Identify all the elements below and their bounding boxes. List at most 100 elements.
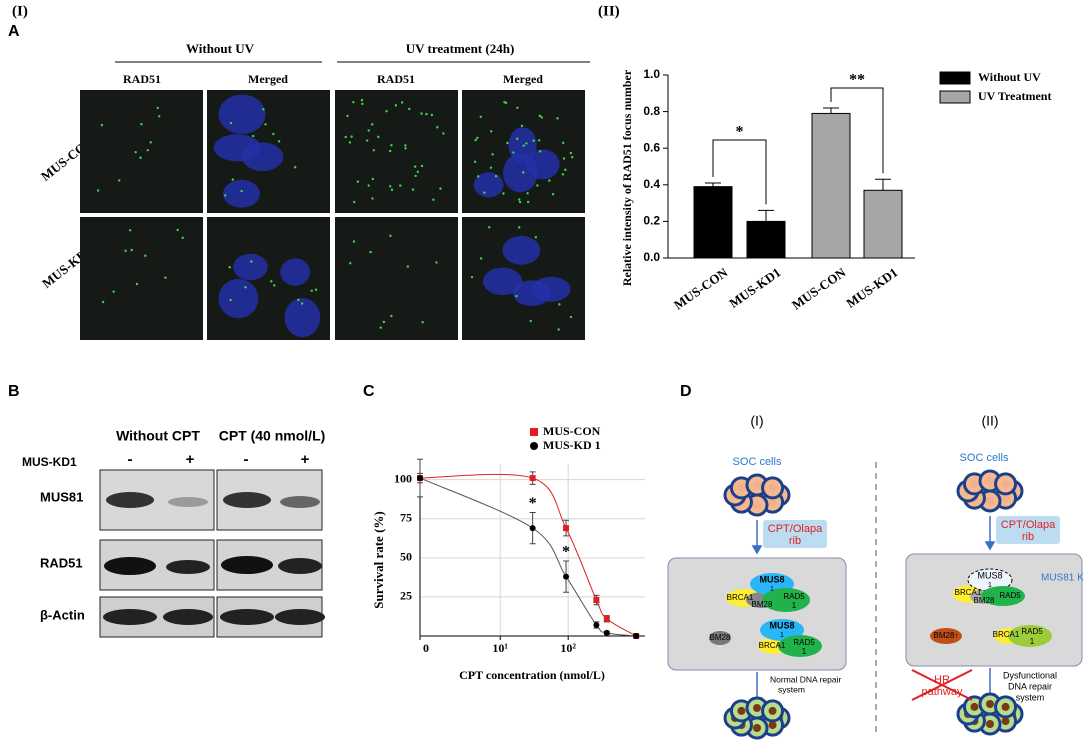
- focus: [518, 226, 521, 229]
- cells-label: SOC cells: [733, 456, 782, 468]
- focus: [526, 200, 530, 204]
- focus: [112, 290, 115, 293]
- focus: [176, 228, 179, 232]
- panel-letter: D: [680, 383, 692, 400]
- bar: [811, 112, 851, 259]
- focus: [562, 157, 566, 160]
- focus: [534, 236, 538, 239]
- micrograph: [335, 217, 458, 340]
- nucleus: [986, 700, 994, 708]
- outcome-label: DNA repair: [1008, 681, 1052, 691]
- point: [529, 525, 536, 532]
- protein-label: β-Actin: [40, 607, 85, 622]
- nucleus: [1001, 702, 1010, 711]
- focus: [506, 141, 509, 145]
- nucleus: [223, 179, 260, 208]
- column-label: RAD51: [377, 72, 415, 86]
- focus: [489, 166, 493, 169]
- bar: [746, 220, 786, 259]
- condition-label: CPT (40 nmol/L): [219, 428, 326, 444]
- error-bar: [823, 107, 839, 114]
- focus: [569, 315, 573, 319]
- focus: [344, 135, 347, 139]
- focus: [479, 257, 483, 260]
- focus: [442, 132, 445, 135]
- protein: BM28: [710, 633, 731, 642]
- protein: RAD5: [1021, 627, 1043, 636]
- focus: [231, 178, 235, 181]
- panel-letter: C: [363, 383, 375, 400]
- lane-label: +: [186, 451, 195, 468]
- focus: [538, 150, 542, 153]
- focus: [146, 148, 149, 152]
- focus: [389, 234, 392, 238]
- focus: [164, 276, 167, 279]
- focus: [135, 282, 139, 286]
- legend-swatch: [939, 90, 971, 104]
- focus: [372, 149, 375, 152]
- focus: [349, 262, 352, 265]
- focus: [270, 280, 273, 283]
- focus: [388, 149, 392, 153]
- focus: [400, 101, 404, 104]
- focus: [483, 191, 486, 194]
- focus: [491, 153, 494, 156]
- drug-box: [996, 516, 1060, 544]
- focus: [430, 113, 434, 117]
- panel-d: D (I) (II) SOC cells SOC cells CPT/Olapa…: [667, 383, 1084, 740]
- group-label: Without UV: [186, 41, 255, 56]
- focus: [561, 173, 565, 176]
- part-label: (I): [12, 3, 28, 19]
- nucleus: [986, 477, 994, 485]
- focus: [516, 106, 519, 109]
- focus: [367, 129, 370, 132]
- focus: [526, 192, 529, 195]
- error-bar: [758, 209, 774, 222]
- complex: MUS8 1 BRCA1 BM28 RAD5 1 BM28 MUS8 1 BRC…: [709, 568, 1084, 657]
- protein: 1: [770, 586, 774, 593]
- micrograph: [80, 90, 203, 213]
- nucleus: [1001, 494, 1010, 503]
- y-tick-label: 1.0: [643, 67, 660, 81]
- protein: 1: [802, 647, 807, 656]
- legend-label: UV Treatment: [978, 89, 1051, 103]
- nucleus: [986, 720, 994, 728]
- drug-box: [763, 520, 827, 548]
- nucleus: [1001, 479, 1010, 488]
- protein: RAD5: [793, 638, 815, 647]
- panel-letter: B: [8, 383, 20, 400]
- significance-label: *: [529, 495, 537, 512]
- drug-label: CPT/Olapa: [1001, 519, 1056, 531]
- nucleus: [241, 142, 284, 172]
- focus: [371, 197, 374, 200]
- focus: [408, 107, 411, 111]
- focus: [224, 194, 227, 197]
- focus: [262, 108, 265, 111]
- cell-box: [667, 557, 847, 671]
- focus: [346, 114, 349, 118]
- focus: [536, 184, 539, 187]
- outcome-label: Dysfunctional: [1003, 670, 1057, 680]
- y-tick-label: 0.8: [643, 104, 660, 118]
- focus: [516, 137, 519, 141]
- micrograph: [80, 217, 203, 340]
- legend-label: MUS-KD 1: [543, 438, 601, 452]
- focus: [425, 112, 428, 116]
- focus: [416, 170, 420, 174]
- focus: [385, 110, 388, 113]
- point: [593, 597, 600, 604]
- focus: [436, 126, 439, 129]
- focus: [297, 298, 300, 302]
- focus: [439, 187, 442, 190]
- protein: BRCA1: [955, 588, 982, 597]
- point: [529, 475, 536, 482]
- focus: [394, 104, 398, 107]
- focus: [551, 193, 555, 196]
- focus: [512, 151, 515, 154]
- significance-label: *: [736, 124, 744, 141]
- drug-label: rib: [1022, 531, 1034, 543]
- protein: BRCA1: [727, 593, 754, 602]
- bar: [693, 186, 733, 259]
- focus: [421, 321, 424, 324]
- panel-a: (I) A Without UV UV treatment (24h) RAD5…: [8, 3, 620, 340]
